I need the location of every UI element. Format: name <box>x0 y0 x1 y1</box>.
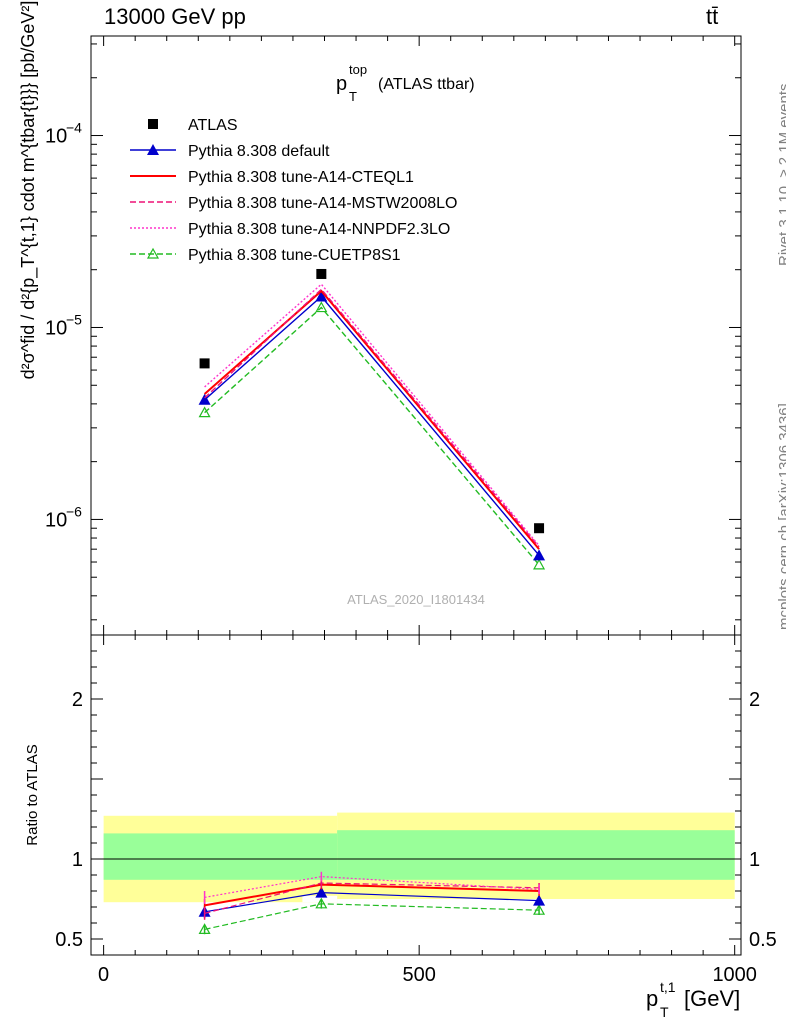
x-axis-label: p <box>646 986 658 1011</box>
legend-label: ATLAS <box>188 117 238 134</box>
analysis-watermark: ATLAS_2020_I1801434 <box>347 592 485 607</box>
x-axis-label-rest: [GeV] <box>684 986 740 1011</box>
y-tick-exponent: −6 <box>66 503 82 519</box>
y-tick-label: 10 <box>45 126 67 148</box>
x-tick-label: 0 <box>98 964 109 986</box>
ratio-plot-frame <box>90 634 742 956</box>
legend-entry: Pythia 8.308 tune-CUETP8S1 <box>130 247 401 264</box>
process-label: tt̄ <box>706 4 719 29</box>
ratio-line <box>204 903 540 930</box>
legend-label: Pythia 8.308 tune-A14-CTEQL1 <box>188 169 414 186</box>
ratio-point <box>533 894 546 906</box>
plot-title-rest: (ATLAS ttbar) <box>378 76 475 93</box>
plot-title-sup: top <box>349 62 367 77</box>
data-point <box>198 406 211 418</box>
main-series-atlas <box>199 268 545 534</box>
series-line <box>204 306 540 566</box>
x-tick-label: 1000 <box>712 964 757 986</box>
ratio-series-pythia-8-308-default <box>198 886 546 919</box>
data-point <box>316 268 327 279</box>
ratio-point <box>315 897 328 909</box>
ratio-series-pythia-8-308-tune-a14-nnpdf2-3lo <box>203 871 540 904</box>
legend-marker <box>147 144 159 155</box>
ratio-y-tick-label-right: 2 <box>749 689 760 711</box>
series-line <box>203 289 540 550</box>
ratio-point <box>315 886 328 898</box>
data-point <box>533 558 546 570</box>
plot-title-sub: T <box>349 89 357 104</box>
legend-label: Pythia 8.308 tune-A14-MSTW2008LO <box>188 195 457 212</box>
series-line <box>204 295 540 556</box>
data-point <box>198 393 211 405</box>
data-point <box>199 358 210 369</box>
y-tick-exponent: −4 <box>66 120 82 136</box>
legend-label: Pythia 8.308 tune-CUETP8S1 <box>188 247 401 264</box>
main-y-axis-label: d²σ^fid / d²{p_T^{t,1} cdot m^{tbar{t}}}… <box>18 1 39 380</box>
y-tick-label: 10 <box>45 509 67 531</box>
ratio-y-tick-label-right: 1 <box>749 849 760 871</box>
ratio-y-tick-label: 0.5 <box>55 929 83 951</box>
ratio-y-tick-label: 2 <box>72 689 83 711</box>
ratio-axes-box <box>90 634 742 956</box>
data-point <box>534 523 545 534</box>
data-point <box>533 549 546 561</box>
x-axis-label-sup: t,1 <box>660 979 676 995</box>
ratio-series-pythia-8-308-tune-cuetp8s1 <box>198 897 546 935</box>
ratio-green-band <box>103 833 338 880</box>
ratio-y-tick-label: 1 <box>72 849 83 871</box>
energy-label: 13000 GeV pp <box>104 4 246 29</box>
ratio-point <box>198 923 211 935</box>
main-series-pythia-8-308-tune-a14-cteql1 <box>203 289 540 550</box>
legend-entry: Pythia 8.308 tune-A14-CTEQL1 <box>130 169 414 186</box>
data-point <box>315 290 328 302</box>
legend-entry: ATLAS <box>148 117 238 134</box>
legend-entry: Pythia 8.308 default <box>130 143 330 160</box>
legend-label: Pythia 8.308 tune-A14-NNPDF2.3LO <box>188 221 450 238</box>
ratio-y-axis-label: Ratio to ATLAS <box>24 744 41 845</box>
legend-marker <box>146 247 160 259</box>
legend-entry: Pythia 8.308 tune-A14-MSTW2008LO <box>130 195 457 212</box>
ratio-point <box>533 903 546 915</box>
data-point <box>315 301 328 313</box>
ratio-green-band <box>337 830 735 880</box>
y-tick-label: 10 <box>45 317 67 339</box>
x-axis-label-sub: T <box>660 1004 669 1020</box>
plot-title: p <box>336 73 347 95</box>
ratio-y-tick-label-right: 0.5 <box>749 929 777 951</box>
main-series-pythia-8-308-tune-a14-mstw2008lo <box>204 288 540 548</box>
legend-entry: Pythia 8.308 tune-A14-NNPDF2.3LO <box>130 221 450 238</box>
y-tick-exponent: −5 <box>66 311 82 327</box>
main-series-pythia-8-308-tune-cuetp8s1 <box>198 301 546 570</box>
legend-label: Pythia 8.308 default <box>188 143 330 160</box>
legend-marker <box>148 119 158 129</box>
x-tick-label: 500 <box>402 964 435 986</box>
ratio-yellow-band-gap <box>302 895 338 903</box>
series-line <box>204 288 540 548</box>
main-series-pythia-8-308-default <box>198 290 546 561</box>
